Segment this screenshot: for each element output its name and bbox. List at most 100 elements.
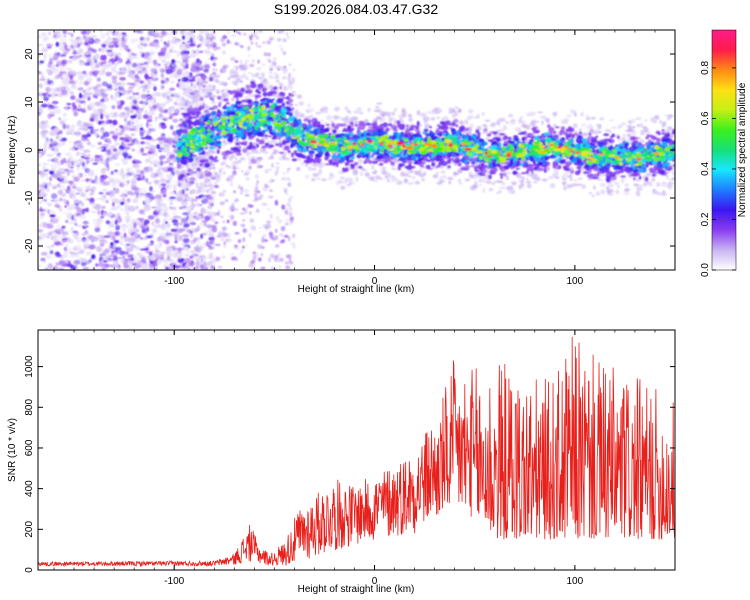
spectrogram-cell (223, 242, 227, 248)
spectrogram-cell (282, 70, 287, 75)
spectrogram-cell (326, 123, 330, 126)
spectrogram-cell (210, 84, 216, 88)
spectrogram-cell (83, 222, 87, 227)
spectrogram-cell (197, 203, 203, 207)
spectrogram-cell (125, 167, 133, 171)
spectrogram-cell (118, 250, 126, 256)
spectrogram-cell (254, 186, 259, 190)
spectrogram-cell (57, 228, 62, 232)
spectrogram-cell (204, 200, 211, 204)
spectrogram-cell (203, 81, 209, 84)
spectrogram-cell (192, 91, 197, 94)
spectrogram-cell (257, 76, 264, 80)
spectrogram-cell (570, 109, 574, 115)
spectrogram-cell (114, 247, 122, 252)
spectrogram-cell (139, 123, 144, 128)
spectrogram-cell (255, 182, 259, 186)
spectrogram-cell (436, 116, 441, 120)
spectrogram-cell (195, 196, 199, 200)
spectrogram-cell (89, 251, 92, 255)
spectrogram-cell (78, 81, 85, 85)
spectrogram-cell (212, 68, 216, 71)
spectrogram-cell (652, 190, 659, 195)
spectrogram-cell (84, 230, 89, 235)
spectrogram-cell (216, 176, 222, 182)
spectrogram-cell (106, 41, 114, 48)
spectrogram-cell (173, 50, 176, 53)
spectrogram-cell (171, 219, 178, 224)
spectrogram-cell (80, 261, 87, 267)
spectrogram-cell (128, 136, 133, 142)
spectrogram-cell (212, 99, 215, 102)
spectrogram-cell (288, 63, 292, 66)
spectrogram-cell (200, 173, 204, 177)
spectrogram-cell (95, 267, 103, 270)
spectrogram-cell (80, 202, 85, 207)
spectrogram-cell (531, 119, 537, 124)
spectrogram-cell (525, 124, 531, 130)
spectrogram-cell (256, 180, 259, 184)
spectrogram-cell (160, 124, 167, 130)
spectrogram-cell (91, 211, 98, 214)
spectrogram-cell (52, 157, 59, 163)
spectrogram-cell (102, 40, 108, 46)
spectrogram-cell (267, 157, 271, 160)
spectrogram-cell (47, 158, 52, 162)
spectrogram-cell (100, 243, 105, 247)
spectrogram-cell (38, 183, 43, 186)
spectrogram-cell (147, 153, 155, 160)
spectrogram-cell (197, 253, 202, 259)
spectrogram-cell (118, 81, 126, 87)
spectrogram-cell (153, 179, 160, 184)
spectrogram-cell (619, 124, 623, 129)
spectrogram-cell (75, 129, 80, 136)
spectrogram-cell (163, 211, 168, 217)
spectrogram-cell (116, 222, 120, 225)
spectrogram-cell (176, 61, 181, 64)
spectrogram-cell (139, 141, 146, 145)
spectrogram-cell (164, 80, 168, 84)
spectrogram-cell (292, 68, 296, 72)
spectrogram-cell (268, 257, 271, 263)
spectrogram-cell (127, 254, 134, 259)
spectrogram-cell (182, 212, 190, 216)
spectrogram-cell (49, 214, 56, 218)
spectrogram-cell (182, 35, 186, 40)
spectrogram-cell (280, 47, 284, 52)
spectrogram-cell (104, 151, 110, 157)
spectrogram-cell (126, 198, 131, 203)
spectrogram-cell (169, 48, 173, 53)
spectrogram-cell (196, 81, 200, 85)
spectrogram-cell (141, 153, 148, 156)
spectrogram-cell (551, 112, 555, 115)
spectrogram-cell (489, 188, 494, 191)
spectrogram-cell (226, 219, 230, 224)
spectrogram-cell (268, 70, 273, 75)
spectrogram-cell (131, 236, 135, 240)
spectrogram-cell (71, 102, 76, 107)
spectrogram-cell (297, 94, 302, 99)
spectrogram-cell (135, 246, 140, 251)
spectrogram-cell (52, 237, 59, 243)
spectrogram-cell (609, 119, 614, 122)
spectrogram-cell (615, 189, 620, 195)
spectrogram-cell (234, 160, 239, 166)
spectrogram-cell (274, 244, 280, 248)
spectrogram-cell (208, 57, 211, 61)
spectrogram-cell (114, 31, 118, 37)
spectrogram-cell (252, 59, 255, 63)
spectrogram-cell (265, 227, 270, 231)
spectrogram-cell (56, 254, 62, 258)
spectrogram-cell (38, 143, 41, 147)
spectrogram-cell (68, 140, 72, 144)
spectrogram-cell (354, 123, 359, 127)
spectrogram-cell (170, 259, 176, 264)
spectrogram-cell (239, 33, 242, 37)
spectrogram-cell (116, 138, 121, 143)
spectrogram-cell (157, 107, 163, 112)
spectrogram-cell (648, 181, 653, 187)
spectrogram-cell (408, 182, 412, 186)
spectrogram-cell (119, 182, 125, 188)
spectrogram-cell (112, 119, 118, 126)
spectrogram-cell (76, 135, 80, 138)
